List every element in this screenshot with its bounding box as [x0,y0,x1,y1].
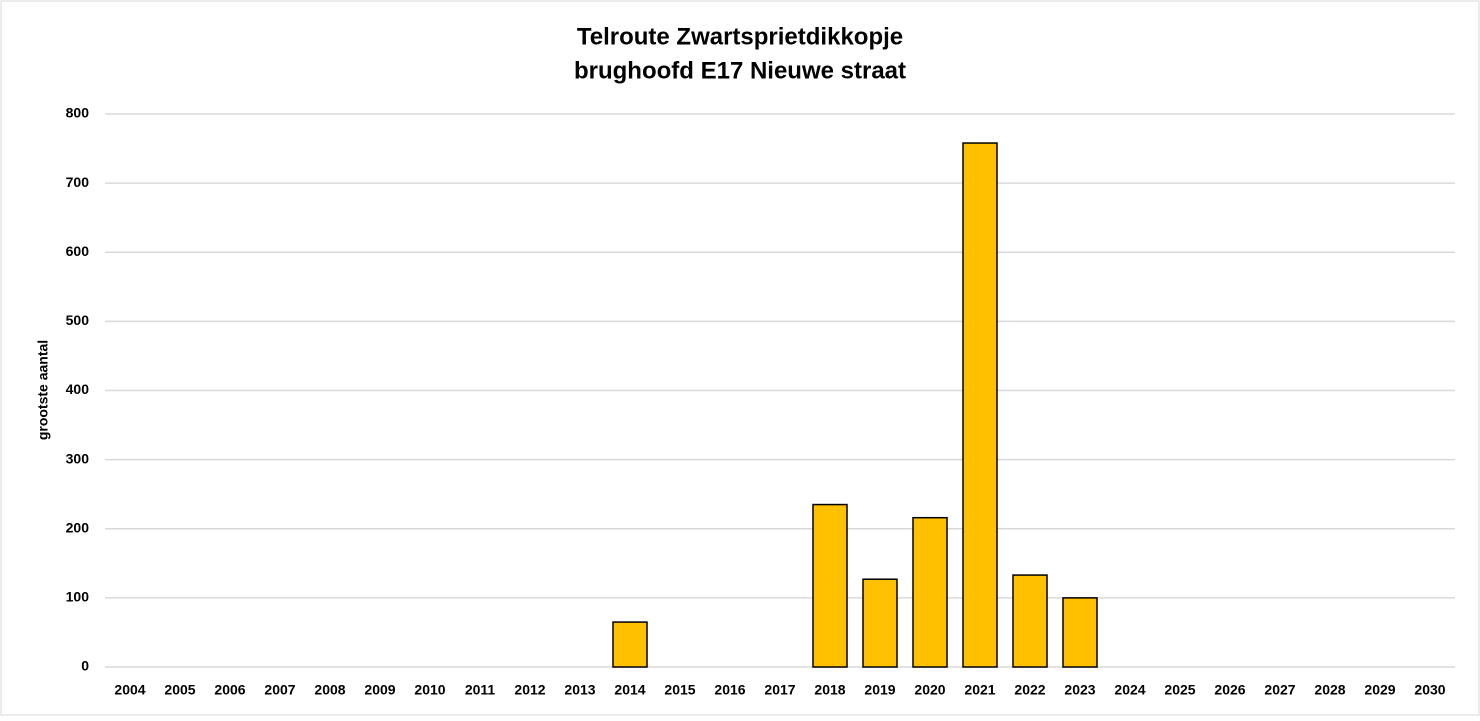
x-tick-label: 2017 [764,682,795,698]
y-tick-label: 400 [66,381,90,397]
x-tick-label: 2013 [564,682,595,698]
x-tick-label: 2026 [1214,682,1245,698]
bar [862,578,898,668]
x-tick-label: 2024 [1114,682,1145,698]
x-tick-label: 2029 [1364,682,1395,698]
y-tick-label: 800 [66,105,90,121]
x-tick-label: 2021 [964,682,995,698]
x-tick-label: 2027 [1264,682,1295,698]
y-tick-label: 300 [66,450,90,466]
bar [1062,597,1098,668]
x-tick-label: 2009 [364,682,395,698]
x-tick-label: 2025 [1164,682,1195,698]
bar [912,516,948,668]
x-tick-label: 2005 [164,682,195,698]
x-tick-label: 2019 [864,682,895,698]
x-tick-label: 2023 [1064,682,1095,698]
x-tick-label: 2022 [1014,682,1045,698]
x-tick-label: 2008 [314,682,345,698]
chart-title: brughoofd E17 Nieuwe straat [574,57,906,84]
x-tick-label: 2018 [814,682,845,698]
x-tick-label: 2006 [214,682,245,698]
x-tick-label: 2012 [514,682,545,698]
x-tick-label: 2015 [664,682,695,698]
y-axis-label: grootste aantal [35,340,51,440]
x-tick-label: 2007 [264,682,295,698]
x-tick-label: 2010 [414,682,445,698]
x-tick-label: 2028 [1314,682,1345,698]
y-tick-label: 700 [66,174,90,190]
bar [1012,574,1048,668]
y-tick-label: 500 [66,312,90,328]
y-tick-label: 600 [66,243,90,259]
y-tick-label: 100 [66,589,90,605]
bar [812,503,848,668]
x-tick-label: 2016 [714,682,745,698]
y-tick-label: 200 [66,519,90,535]
y-tick-label: 0 [81,658,89,674]
x-tick-label: 2020 [914,682,945,698]
x-tick-label: 2030 [1414,682,1445,698]
bar [612,621,648,668]
x-tick-label: 2004 [114,682,145,698]
x-tick-label: 2011 [465,682,496,698]
x-tick-label: 2014 [614,682,645,698]
chart-title: Telroute Zwartsprietdikkopje [577,23,903,50]
bar [962,142,998,668]
